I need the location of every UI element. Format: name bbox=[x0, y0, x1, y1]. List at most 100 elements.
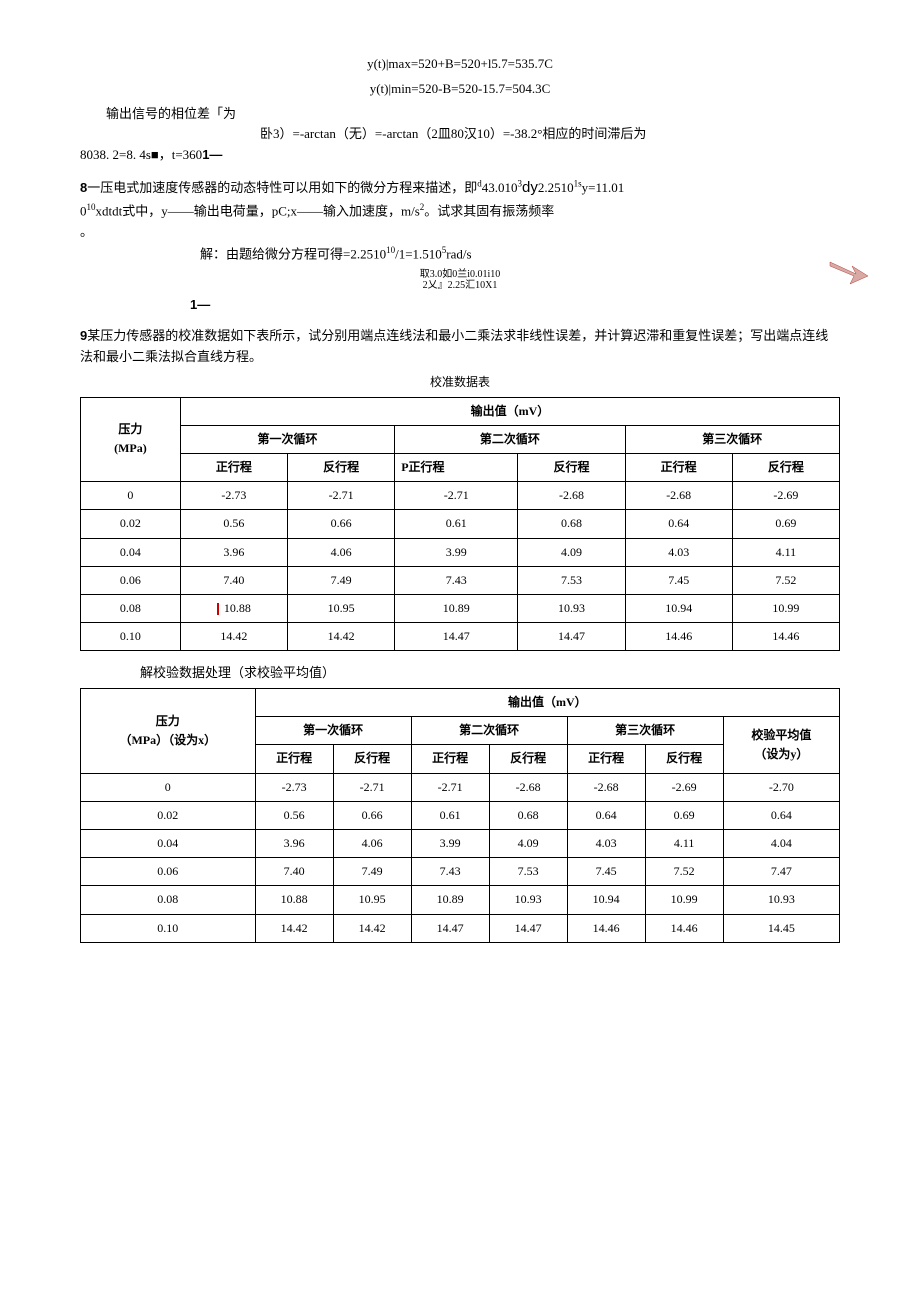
table-cell: 0.66 bbox=[333, 801, 411, 829]
equation-arctan: 卧3）=-arctan（无）=-arctan（2皿80汉10）=-38.2°相应… bbox=[260, 124, 840, 145]
table1-title: 校准数据表 bbox=[80, 373, 840, 392]
table-cell: -2.73 bbox=[255, 773, 333, 801]
t2-head-pressure: 压力（MPa）（设为x） bbox=[81, 689, 256, 774]
t2-h-c1r: 反行程 bbox=[333, 745, 411, 773]
t1-h-c1f: 正行程 bbox=[180, 453, 287, 481]
table-cell: -2.68 bbox=[489, 773, 567, 801]
table-cell: 0.06 bbox=[81, 858, 256, 886]
problem-8-text-a: 一压电式加速度传感器的动态特性可以用如下的微分方程来描述，即 bbox=[87, 180, 477, 195]
table-cell: 10.95 bbox=[288, 594, 395, 622]
calibration-table: 压力(MPa) 输出值（mV） 第一次循环 第二次循环 第三次循环 正行程 反行… bbox=[80, 397, 840, 652]
table-cell: 7.52 bbox=[645, 858, 723, 886]
table-cell: 4.03 bbox=[567, 830, 645, 858]
table-cell: -2.71 bbox=[395, 482, 518, 510]
table-cell: 0.08 bbox=[81, 594, 181, 622]
solution-9-text: 解校验数据处理（求校验平均值） bbox=[140, 663, 840, 684]
table-cell: 0.04 bbox=[81, 538, 181, 566]
t2-h-c1f: 正行程 bbox=[255, 745, 333, 773]
t2-h-c2f: 正行程 bbox=[411, 745, 489, 773]
table-cell: 0.68 bbox=[489, 801, 567, 829]
table-cell: 4.03 bbox=[625, 538, 732, 566]
t2-head-output: 输出值（mV） bbox=[255, 689, 839, 717]
sol8-sup10: 10 bbox=[386, 245, 395, 255]
table-cell: 14.42 bbox=[180, 623, 287, 651]
sol8-frac-bot: 2乂』2.25汇10X1 bbox=[80, 280, 840, 291]
table-cell: 10.94 bbox=[625, 594, 732, 622]
t2-h-c2r: 反行程 bbox=[489, 745, 567, 773]
table-cell: -2.68 bbox=[518, 482, 625, 510]
table-cell: 10.99 bbox=[732, 594, 839, 622]
table-cell: 0.06 bbox=[81, 566, 181, 594]
table-cell: 14.47 bbox=[489, 914, 567, 942]
sol8-tail-text: 1— bbox=[190, 297, 210, 312]
table-cell: -2.68 bbox=[567, 773, 645, 801]
t1-head-cycle2: 第二次循环 bbox=[395, 425, 625, 453]
table-cell: -2.71 bbox=[411, 773, 489, 801]
table-cell: 10.93 bbox=[723, 886, 839, 914]
table-cell: 7.45 bbox=[567, 858, 645, 886]
table-cell: 14.46 bbox=[625, 623, 732, 651]
t1-head-output: 输出值（mV） bbox=[180, 397, 839, 425]
table-cell: 7.47 bbox=[723, 858, 839, 886]
table-cell: 0.64 bbox=[625, 510, 732, 538]
table-cell: -2.68 bbox=[625, 482, 732, 510]
table-row: 0.020.560.660.610.680.640.69 bbox=[81, 510, 840, 538]
table-cell: 4.06 bbox=[288, 538, 395, 566]
table-cell: 10.93 bbox=[518, 594, 625, 622]
table-cell: 14.47 bbox=[395, 623, 518, 651]
time-lag-a: 8038. 2=8. 4s■，t=360 bbox=[80, 147, 202, 162]
table-cell: 0 bbox=[81, 482, 181, 510]
table-cell: 7.43 bbox=[411, 858, 489, 886]
table-cell: 3.96 bbox=[180, 538, 287, 566]
table-cell: 10.88 bbox=[255, 886, 333, 914]
solution-8-frac: 取3.0如0兰i0.01i10 2乂』2.25汇10X1 bbox=[80, 269, 840, 291]
verification-table: 压力（MPa）（设为x） 输出值（mV） 第一次循环 第二次循环 第三次循环 校… bbox=[80, 688, 840, 943]
table-cell: 7.40 bbox=[255, 858, 333, 886]
table-row: 0.1014.4214.4214.4714.4714.4614.4614.45 bbox=[81, 914, 840, 942]
table-cell: 7.53 bbox=[489, 858, 567, 886]
p8-dy: dy bbox=[522, 179, 538, 196]
table-cell: 10.89 bbox=[411, 886, 489, 914]
p8-dot: 。 bbox=[80, 222, 840, 243]
table-row: 0.067.407.497.437.537.457.527.47 bbox=[81, 858, 840, 886]
table-row: 0-2.73-2.71-2.71-2.68-2.68-2.69 bbox=[81, 482, 840, 510]
solution-8: 解：由题给微分方程可得=2.251010/1=1.5105rad/s bbox=[200, 243, 840, 265]
sol8-b: /1=1.510 bbox=[395, 246, 442, 261]
table-cell: 14.45 bbox=[723, 914, 839, 942]
table-cell: 0.10 bbox=[81, 623, 181, 651]
p8-d: y=11.01 bbox=[582, 180, 625, 195]
table-cell: 0.56 bbox=[180, 510, 287, 538]
table-row: 0.043.964.063.994.094.034.114.04 bbox=[81, 830, 840, 858]
text-phase-diff: 输出信号的相位差「为 bbox=[80, 104, 840, 125]
table-cell: 0.02 bbox=[81, 801, 256, 829]
sol8-c: rad/s bbox=[446, 246, 471, 261]
table-row: 0.08 10.8810.9510.8910.9310.9410.99 bbox=[81, 594, 840, 622]
table-cell: 10.95 bbox=[333, 886, 411, 914]
table-cell: 10.99 bbox=[645, 886, 723, 914]
table-cell: 7.52 bbox=[732, 566, 839, 594]
t1-head-pressure: 压力(MPa) bbox=[81, 397, 181, 482]
table-cell: 10.93 bbox=[489, 886, 567, 914]
table-cell: 4.09 bbox=[489, 830, 567, 858]
table-cell: 7.49 bbox=[333, 858, 411, 886]
table-cell: 0.64 bbox=[723, 801, 839, 829]
sol8-a: 解：由题给微分方程可得=2.2510 bbox=[200, 246, 386, 261]
table-cell: 0.68 bbox=[518, 510, 625, 538]
p8-g: 。试求其固有振荡频率 bbox=[424, 203, 554, 218]
table-cell: 7.40 bbox=[180, 566, 287, 594]
table-cell: 0.69 bbox=[732, 510, 839, 538]
table-cell: 0.04 bbox=[81, 830, 256, 858]
p8-f: xdtdt式中，y——输出电荷量，pC;x——输入加速度，m/s bbox=[96, 203, 420, 218]
table-cell: 10.89 bbox=[395, 594, 518, 622]
t1-head-cycle1: 第一次循环 bbox=[180, 425, 394, 453]
t1-h-c1r: 反行程 bbox=[288, 453, 395, 481]
table-cell: 0.66 bbox=[288, 510, 395, 538]
table-cell: 7.45 bbox=[625, 566, 732, 594]
table-cell: 14.46 bbox=[732, 623, 839, 651]
sup-1s: 1s bbox=[574, 179, 582, 189]
t2-head-cycle3: 第三次循环 bbox=[567, 717, 723, 745]
table-cell: 0.64 bbox=[567, 801, 645, 829]
table-cell: 14.46 bbox=[567, 914, 645, 942]
table-cell: -2.69 bbox=[645, 773, 723, 801]
table-row: 0.1014.4214.4214.4714.4714.4614.46 bbox=[81, 623, 840, 651]
